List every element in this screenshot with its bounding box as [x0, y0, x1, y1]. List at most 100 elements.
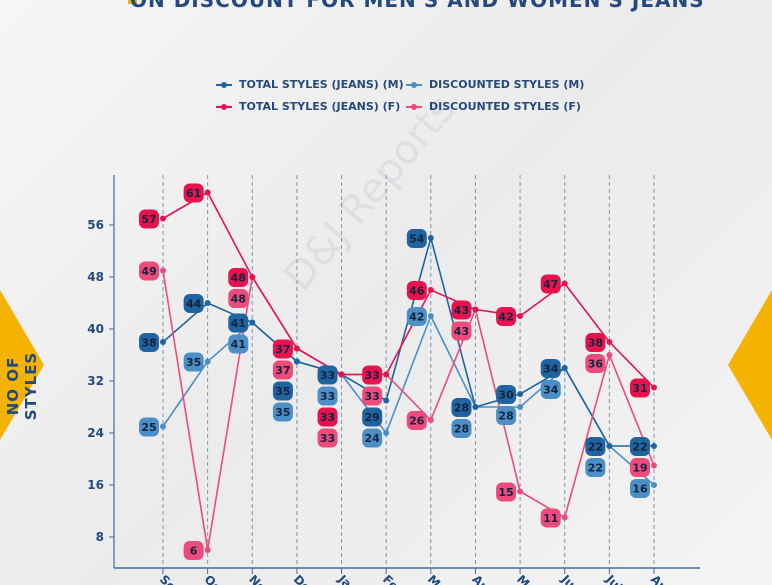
- data-label-bg: [362, 365, 383, 385]
- data-label-bg: [496, 406, 517, 425]
- data-label-total_f: 33: [320, 411, 335, 424]
- data-label-disc_f: 48: [231, 293, 246, 306]
- chart-title: ON DISCOUNT FOR MEN'S AND WOMEN'S JEANS: [130, 0, 705, 12]
- legend-label: DISCOUNTED STYLES (F): [429, 100, 581, 113]
- legend-item-disc-f: DISCOUNTED STYLES (F): [406, 100, 581, 113]
- data-point-total_m: [293, 358, 300, 365]
- data-label-total_m: 29: [365, 411, 380, 424]
- x-tick-label: Sep: [157, 572, 185, 585]
- data-point-disc_f: [204, 547, 211, 553]
- data-label-disc_m: 22: [588, 462, 603, 475]
- data-label-disc_f: 37: [275, 364, 290, 377]
- data-label-disc_f: 33: [365, 390, 380, 403]
- data-label-disc_f: 19: [632, 462, 647, 475]
- data-label-bg: [139, 261, 159, 281]
- data-label-bg: [406, 411, 427, 430]
- data-label-disc_f: 26: [409, 415, 425, 428]
- data-label-disc_m: 33: [320, 390, 335, 403]
- data-label-bg: [362, 428, 383, 448]
- y-tick-label: 40: [87, 322, 104, 336]
- data-label-bg: [139, 333, 159, 352]
- data-point-disc_m: [160, 423, 166, 430]
- data-label-bg: [496, 307, 517, 326]
- data-label-bg: [406, 281, 427, 300]
- legend-label: TOTAL STYLES (JEANS) (M): [239, 78, 404, 91]
- data-point-total_f: [204, 189, 211, 196]
- data-label-disc_f: 11: [543, 512, 558, 525]
- data-label-disc_m: 28: [498, 410, 513, 423]
- legend-label: TOTAL STYLES (JEANS) (F): [239, 100, 401, 113]
- data-label-total_m: 34: [543, 363, 559, 376]
- data-label-bg: [496, 482, 517, 502]
- data-point-total_f: [293, 345, 300, 352]
- data-point-disc_f: [561, 514, 568, 521]
- data-label-total_f: 43: [454, 304, 469, 317]
- data-point-total_f: [427, 287, 434, 293]
- legend-marker: [406, 103, 422, 110]
- x-tick-label: Apr: [469, 572, 496, 585]
- data-label-bg: [630, 458, 650, 477]
- data-label-bg: [317, 407, 338, 427]
- y-tick-label: 32: [87, 374, 104, 388]
- y-tick-label: 8: [96, 530, 104, 544]
- data-label-total_f: 31: [632, 382, 647, 395]
- data-point-disc_f: [517, 488, 524, 495]
- data-label-disc_f: 43: [454, 325, 469, 338]
- legend-item-total-m: TOTAL STYLES (JEANS) (M): [216, 78, 404, 91]
- data-label-total_m: 44: [186, 298, 202, 311]
- data-label-bg: [540, 359, 561, 378]
- legend-marker: [406, 81, 422, 88]
- y-tick-label: 56: [87, 218, 104, 232]
- data-label-bg: [540, 380, 561, 399]
- data-point-disc_m: [427, 313, 434, 319]
- data-point-total_f: [561, 280, 568, 287]
- data-label-bg: [406, 229, 427, 248]
- data-point-disc_m: [517, 404, 524, 410]
- data-label-disc_m: 24: [365, 432, 381, 445]
- data-label-bg: [451, 398, 472, 417]
- data-label-total_m: 33: [320, 369, 335, 382]
- data-point-total_m: [472, 404, 479, 410]
- data-label-bg: [540, 274, 561, 294]
- data-label-bg: [272, 360, 293, 380]
- data-label-bg: [496, 385, 517, 404]
- data-point-total_f: [383, 371, 390, 378]
- x-tick-label: Feb: [380, 572, 407, 585]
- data-point-total_f: [651, 384, 657, 391]
- data-point-total_f: [472, 306, 479, 313]
- data-point-total_f: [338, 371, 345, 378]
- decorative-triangle-left: [0, 290, 44, 440]
- x-tick-label: Nov: [246, 572, 274, 585]
- data-label-bg: [585, 354, 606, 373]
- data-point-total_f: [249, 274, 256, 280]
- data-label-disc_f: 49: [141, 265, 156, 278]
- title-accent: [128, 0, 137, 4]
- x-tick-label: Mar: [425, 572, 453, 585]
- data-point-total_m: [517, 391, 524, 397]
- data-point-disc_f: [427, 417, 434, 423]
- data-label-bg: [183, 541, 204, 560]
- data-label-bg: [183, 352, 204, 372]
- data-label-bg: [183, 294, 204, 313]
- data-label-disc_f: 36: [588, 358, 604, 371]
- data-point-total_f: [160, 215, 166, 222]
- data-point-disc_f: [160, 267, 166, 274]
- x-tick-label: Jan: [335, 572, 361, 585]
- data-label-bg: [540, 508, 561, 528]
- data-label-disc_m: 25: [141, 421, 156, 434]
- data-label-disc_f: 15: [498, 486, 513, 499]
- x-tick-label: Jul: [603, 572, 626, 585]
- data-point-total_m: [383, 397, 390, 404]
- data-label-total_m: 41: [231, 317, 246, 330]
- data-label-bg: [139, 209, 159, 229]
- data-label-bg: [630, 378, 650, 398]
- data-label-bg: [317, 428, 338, 448]
- data-point-disc_m: [651, 482, 657, 488]
- data-label-total_m: 28: [454, 402, 469, 415]
- data-label-total_f: 48: [231, 272, 246, 285]
- data-label-total_m: 22: [588, 441, 603, 454]
- data-label-total_m: 54: [409, 233, 425, 246]
- data-label-disc_m: 35: [275, 406, 290, 419]
- data-label-bg: [272, 402, 293, 422]
- data-label-bg: [317, 365, 338, 385]
